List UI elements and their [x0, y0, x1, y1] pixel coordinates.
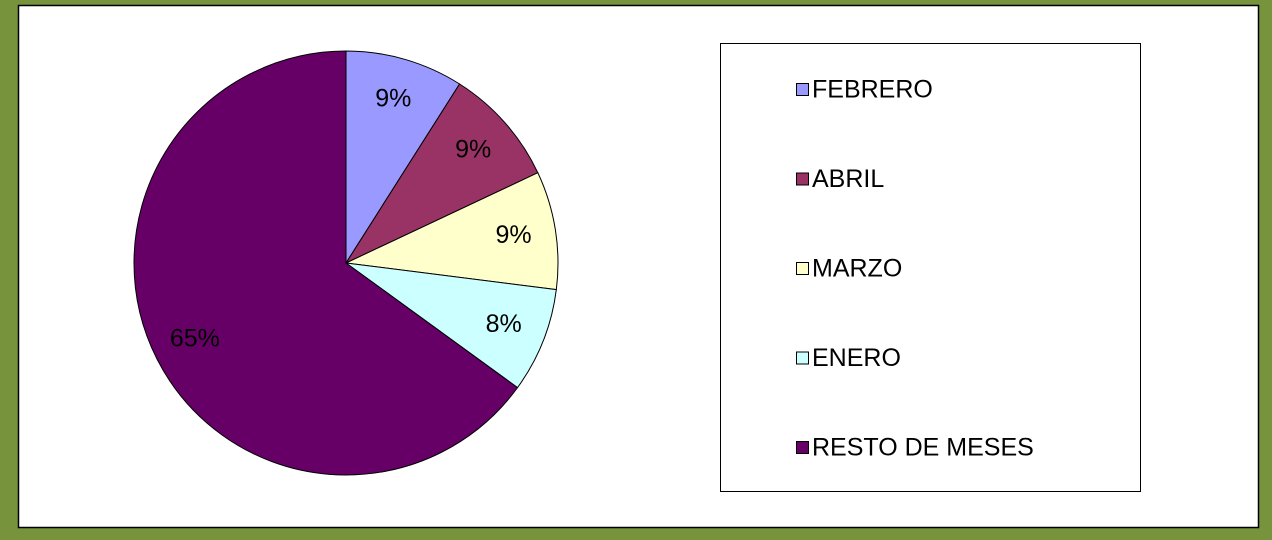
legend-swatch: [796, 172, 809, 186]
legend-swatch: [796, 262, 809, 275]
pie-slice: [345, 50, 461, 265]
pie-slice: [344, 83, 539, 265]
legend-label: FEBRERO: [812, 76, 933, 104]
pie-slice: [133, 50, 519, 476]
legend-box: [720, 43, 1141, 492]
data-label: 9%: [375, 85, 411, 113]
pie-slice: [345, 262, 557, 389]
legend-label: RESTO DE MESES: [812, 434, 1034, 462]
data-label: 9%: [455, 135, 491, 163]
data-label: 8%: [486, 310, 522, 338]
data-label: 9%: [495, 221, 531, 249]
legend-label: ABRIL: [812, 165, 884, 193]
pie-slice: [344, 172, 559, 291]
legend-label: MARZO: [812, 255, 902, 283]
data-label: 65%: [170, 325, 220, 353]
legend-label: ENERO: [812, 344, 901, 372]
legend-swatch: [796, 83, 809, 96]
legend-swatch: [796, 441, 809, 454]
legend-swatch: [796, 351, 809, 365]
